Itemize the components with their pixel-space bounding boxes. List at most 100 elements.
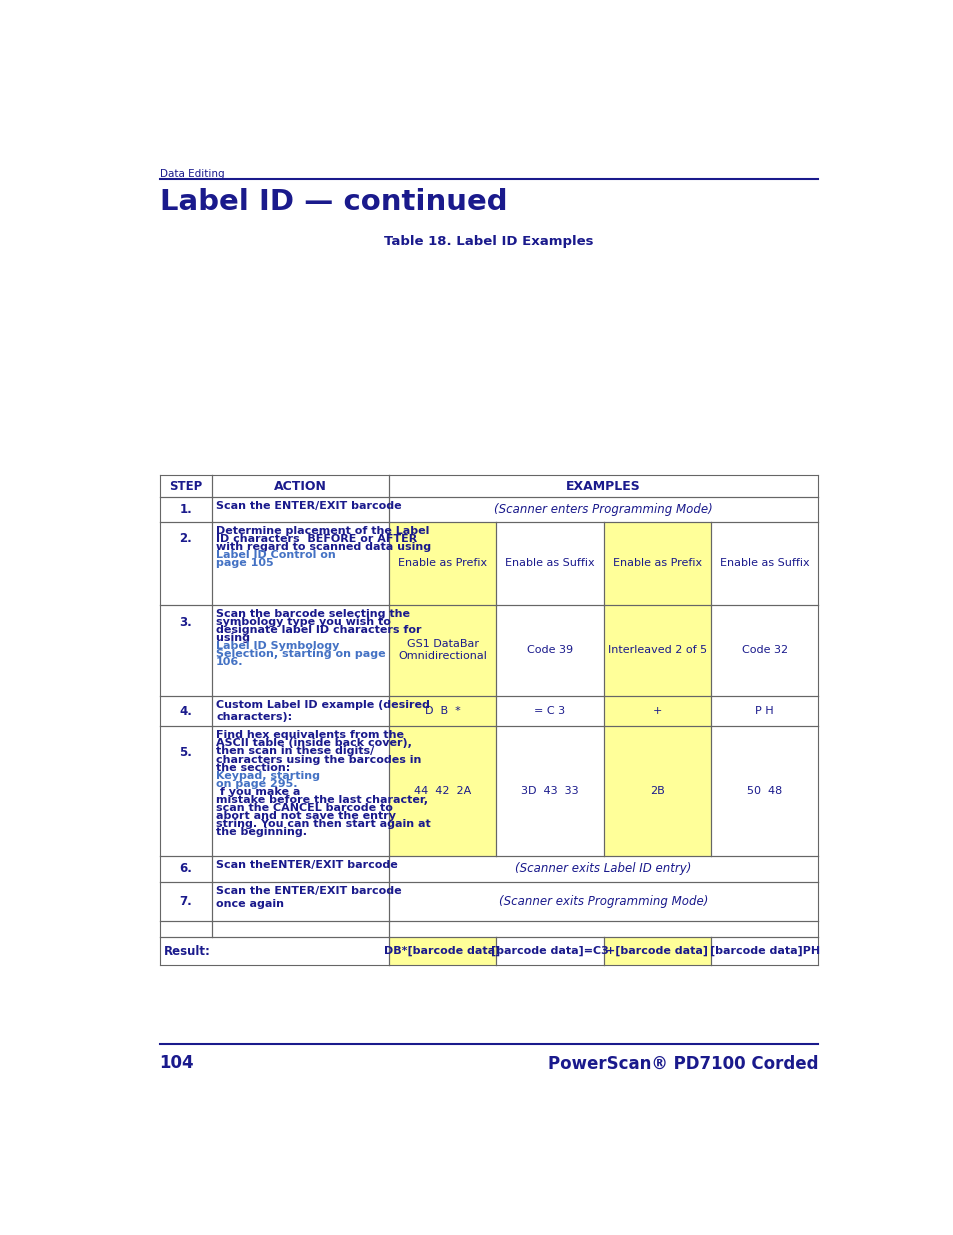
Text: [barcode data]=C3: [barcode data]=C3 [491,946,608,956]
Text: the beginning.: the beginning. [216,827,307,837]
Text: 3.: 3. [179,616,193,630]
Bar [496,695,603,726]
Bar [159,920,212,937]
Text: DB*[barcode data]: DB*[barcode data] [384,946,500,956]
Text: Enable as Prefix: Enable as Prefix [397,558,487,568]
Bar [496,605,603,695]
Text: Data Editing: Data Editing [159,169,224,179]
Bar [496,726,603,856]
Bar [603,521,710,605]
Text: Code 39: Code 39 [526,645,573,656]
Text: 1.: 1. [179,503,193,516]
Text: Label ID — continued: Label ID — continued [159,188,507,216]
Bar [710,521,818,605]
Bar [710,695,818,726]
Text: (Scanner exits Label ID entry): (Scanner exits Label ID entry) [515,862,691,876]
Bar [159,605,212,695]
Bar [212,695,389,726]
Bar [603,605,710,695]
Text: abort and not save the entry: abort and not save the entry [216,811,395,821]
Text: Custom Label ID example (desired
characters):: Custom Label ID example (desired charact… [216,699,430,722]
Text: 104: 104 [159,1055,194,1072]
Text: 3D  43  33: 3D 43 33 [520,787,578,797]
Text: Keypad, starting: Keypad, starting [216,771,320,781]
Bar [389,882,818,920]
Text: 2B: 2B [649,787,664,797]
Bar [710,726,818,856]
Text: Enable as Suffix: Enable as Suffix [720,558,808,568]
Bar [212,882,389,920]
Text: page 105: page 105 [216,558,274,568]
Text: Code 32: Code 32 [740,645,787,656]
Bar [159,937,389,966]
Text: Selection, starting on page: Selection, starting on page [216,650,385,659]
Text: Interleaved 2 of 5: Interleaved 2 of 5 [607,645,706,656]
Bar [496,937,603,966]
Bar [159,475,212,496]
Text: Scan theENTER/EXIT barcode: Scan theENTER/EXIT barcode [216,860,397,869]
Text: Enable as Suffix: Enable as Suffix [505,558,594,568]
Text: [barcode data]PH: [barcode data]PH [709,946,819,956]
Text: ASCII table (inside back cover),: ASCII table (inside back cover), [216,739,412,748]
Text: string. You can then start again at: string. You can then start again at [216,819,431,829]
Text: on page 295.: on page 295. [216,779,297,789]
Text: STEP: STEP [169,479,202,493]
Text: Label ID Symbology: Label ID Symbology [216,641,339,651]
Bar [159,882,212,920]
Bar [389,496,818,521]
Bar [389,521,496,605]
Text: Table 18. Label ID Examples: Table 18. Label ID Examples [384,235,593,248]
Text: GS1 DataBar
Omnidirectional: GS1 DataBar Omnidirectional [397,638,487,662]
Text: characters using the barcodes in: characters using the barcodes in [216,755,421,764]
Bar [389,920,818,937]
Text: 44  42  2A: 44 42 2A [414,787,471,797]
Bar [389,937,496,966]
Bar [159,695,212,726]
Text: ID characters  BEFORE or AFTER: ID characters BEFORE or AFTER [216,534,417,543]
Text: 2.: 2. [179,532,193,545]
Text: PowerScan® PD7100 Corded: PowerScan® PD7100 Corded [547,1055,818,1072]
Bar [389,475,818,496]
Text: 106.: 106. [216,657,243,667]
Bar [389,726,496,856]
Text: mistake before the last character,: mistake before the last character, [216,795,428,805]
Bar [212,521,389,605]
Text: the section:: the section: [216,763,294,773]
Text: Scan the ENTER/EXIT barcode: Scan the ENTER/EXIT barcode [216,501,401,511]
Text: 7.: 7. [179,895,193,908]
Text: designate label ID characters for: designate label ID characters for [216,625,421,635]
Text: +: + [652,706,661,716]
Text: using: using [216,632,253,643]
Text: P H: P H [755,706,773,716]
Bar [212,496,389,521]
Bar [710,937,818,966]
Text: (Scanner enters Programming Mode): (Scanner enters Programming Mode) [494,503,712,516]
Bar [710,605,818,695]
Bar [159,496,212,521]
Bar [159,726,212,856]
Bar [389,695,496,726]
Text: +[barcode data]: +[barcode data] [606,946,707,956]
Bar [389,856,818,882]
Text: 6.: 6. [179,862,193,876]
Text: with regard to scanned data using: with regard to scanned data using [216,542,431,552]
Text: = C 3: = C 3 [534,706,565,716]
Text: 50  48: 50 48 [746,787,781,797]
Bar [603,937,710,966]
Text: Find hex equivalents from the: Find hex equivalents from the [216,730,404,740]
Bar [603,726,710,856]
Text: EXAMPLES: EXAMPLES [566,479,640,493]
Text: (Scanner exits Programming Mode): (Scanner exits Programming Mode) [498,895,707,908]
Bar [389,605,496,695]
Bar [212,726,389,856]
Bar [212,856,389,882]
Text: f you make a: f you make a [216,787,300,797]
Bar [212,920,389,937]
Bar [212,605,389,695]
Bar [496,521,603,605]
Text: Determine placement of the Label: Determine placement of the Label [216,526,429,536]
Text: scan the CANCEL barcode to: scan the CANCEL barcode to [216,803,393,813]
Text: symbology type you wish to: symbology type you wish to [216,616,391,626]
Text: Scan the barcode selecting the: Scan the barcode selecting the [216,609,410,619]
Text: 5.: 5. [179,746,193,758]
